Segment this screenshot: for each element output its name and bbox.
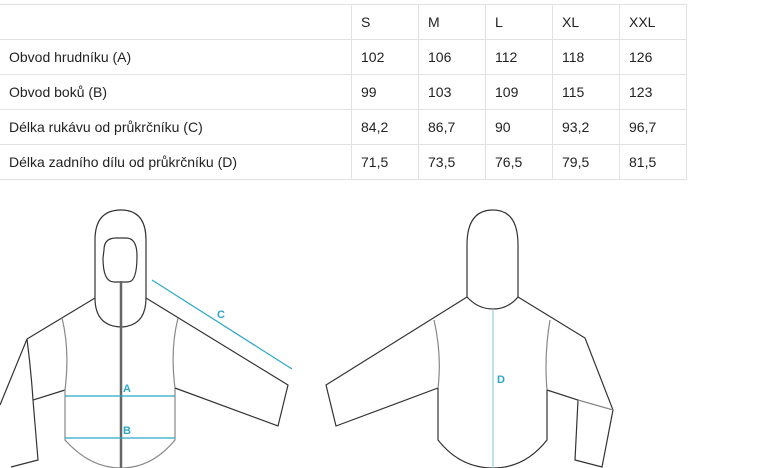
label-a: A (123, 383, 131, 395)
cell: 112 (485, 39, 553, 75)
cell: 115 (552, 74, 620, 110)
size-table: S M L XL XXL Obvod hrudníku (A) 102 106 … (0, 4, 687, 180)
cell: 126 (619, 39, 687, 75)
cell: 118 (552, 39, 620, 75)
cell: 106 (418, 39, 486, 75)
label-d: D (497, 374, 505, 386)
cell: 84,2 (351, 109, 419, 145)
label-b: B (123, 425, 131, 437)
cell: 71,5 (351, 144, 419, 180)
table-header-row: S M L XL XXL (0, 4, 687, 40)
row-label: Obvod boků (B) (0, 74, 352, 110)
size-header: S (351, 4, 419, 40)
cell: 102 (351, 39, 419, 75)
sleeve-line-c (151, 279, 293, 370)
cell: 109 (485, 74, 553, 110)
cell: 79,5 (552, 144, 620, 180)
front-measure-lines (65, 279, 293, 439)
cell: 103 (418, 74, 486, 110)
table-row: Obvod boků (B) 99 103 109 115 123 (0, 74, 687, 110)
cell: 123 (619, 74, 687, 110)
label-c: C (217, 309, 225, 321)
cell: 81,5 (619, 144, 687, 180)
row-label: Délka rukávu od průkrčníku (C) (0, 109, 352, 145)
cell: 96,7 (619, 109, 687, 145)
cell: 86,7 (418, 109, 486, 145)
size-header: M (418, 4, 486, 40)
cell: 76,5 (485, 144, 553, 180)
front-jacket-drawing (0, 209, 289, 468)
table-row: Délka zadního dílu od průkrčníku (D) 71,… (0, 144, 687, 180)
size-header: XL (552, 4, 620, 40)
back-jacket-drawing (325, 209, 614, 468)
cell: 73,5 (418, 144, 486, 180)
row-label: Délka zadního dílu od průkrčníku (D) (0, 144, 352, 180)
